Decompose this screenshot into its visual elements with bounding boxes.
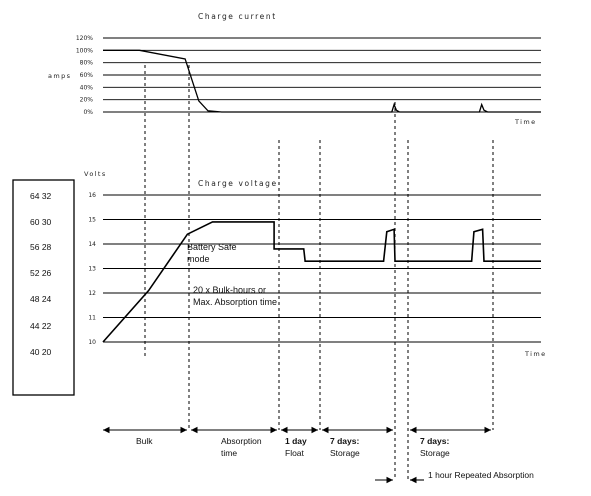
absorption-annotation-line1: 20 x Bulk-hours or [193, 285, 266, 295]
scale-row-6: 40 20 [30, 347, 52, 357]
voltage-y-axis-label: Volts [84, 170, 107, 178]
label-float-1: 1 day [285, 436, 307, 446]
label-absorption-1: Absorption [221, 436, 262, 446]
voltage-y-tick-label: 13 [88, 266, 96, 273]
label-storage-b-1: 7 days: [420, 436, 449, 446]
label-storage-a-1: 7 days: [330, 436, 359, 446]
label-storage-a-2: Storage [330, 448, 360, 458]
current-y-tick-label: 40% [80, 84, 94, 91]
current-y-tick-labels: 120% 100% 80% 60% 40% 20% 0% [76, 35, 93, 116]
absorption-annotation-line2: Max. Absorption time [193, 297, 277, 307]
label-bulk: Bulk [136, 436, 153, 446]
current-series-line [103, 49, 541, 113]
scale-row-4: 48 24 [30, 294, 52, 304]
current-grid [103, 37, 541, 113]
label-repeated-absorption: 1 hour Repeated Absorption [428, 470, 534, 480]
phase-dividers [144, 65, 494, 480]
scale-row-2: 56 28 [30, 242, 52, 252]
voltage-series-line [102, 221, 541, 343]
label-absorption-2: time [221, 448, 237, 458]
current-y-tick-label: 120% [76, 35, 93, 42]
voltage-x-axis-label: Time [524, 350, 547, 358]
voltage-chart-title: Charge voltage [198, 179, 278, 188]
voltage-y-tick-label: 11 [88, 315, 96, 322]
voltage-y-tick-label: 12 [88, 290, 96, 297]
current-x-axis-label: Time [514, 118, 537, 126]
voltage-chart: Charge voltage Volts Time 16 15 14 13 12 11 10… [84, 170, 547, 358]
voltage-scale-border [12, 179, 75, 396]
voltage-y-tick-label: 14 [88, 241, 96, 248]
phase-arrows [103, 426, 491, 484]
current-chart: Charge current amps Time 120% 100% 80% 60% 4… [48, 12, 541, 126]
voltage-y-tick-label: 10 [88, 339, 96, 346]
voltage-y-tick-label: 16 [88, 192, 96, 199]
scale-row-3: 52 26 [30, 268, 52, 278]
label-storage-b-2: Storage [420, 448, 450, 458]
current-chart-title: Charge current [198, 12, 277, 21]
voltage-scale-box: 64 32 60 30 56 28 52 26 48 24 44 22 40 2… [12, 179, 75, 396]
battery-safe-annotation-line1: Battery Safe [187, 242, 237, 252]
scale-row-5: 44 22 [30, 321, 52, 331]
scale-row-0: 64 32 [30, 191, 52, 201]
scale-row-1: 60 30 [30, 217, 52, 227]
voltage-y-tick-label: 15 [88, 217, 96, 224]
current-y-tick-label: 0% [83, 109, 93, 116]
phase-labels: Bulk Absorption time 1 day Float 7 days:… [136, 436, 534, 480]
current-y-tick-label: 60% [80, 72, 94, 79]
current-y-tick-label: 100% [76, 47, 93, 54]
voltage-grid [103, 194, 541, 343]
voltage-y-tick-labels: 16 15 14 13 12 11 10 [88, 192, 96, 346]
battery-safe-annotation-line2: mode [187, 254, 210, 264]
label-float-2: Float [285, 448, 305, 458]
current-y-tick-label: 80% [80, 60, 94, 67]
current-y-axis-label: amps [48, 72, 71, 80]
current-y-tick-label: 20% [80, 97, 94, 104]
